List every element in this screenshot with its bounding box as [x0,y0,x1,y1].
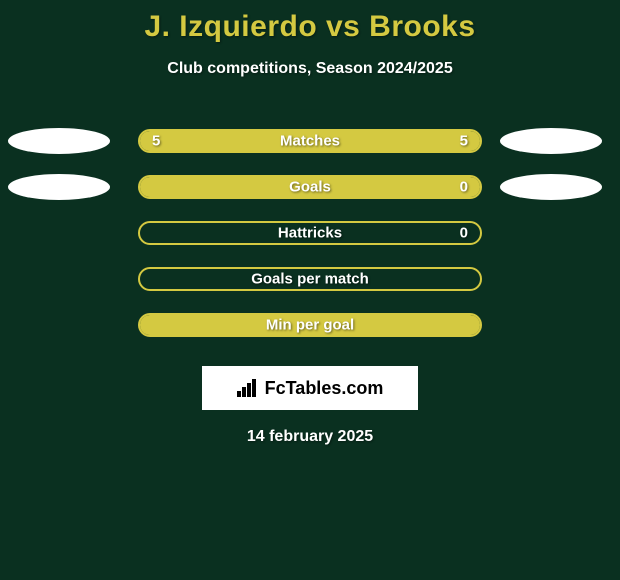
bar-fill-left [140,177,480,197]
stat-rows-container: 55Matches0Goals0HattricksGoals per match… [0,118,620,348]
stat-value-right: 0 [460,225,468,242]
bar-fill-left [140,131,480,151]
stat-value-right: 0 [460,179,468,196]
page-title: J. Izquierdo vs Brooks [0,0,620,44]
stat-row: Goals per match [0,256,620,302]
player-marker-left [8,128,110,154]
stat-row: 55Matches [0,118,620,164]
stat-label: Hattricks [140,225,480,242]
logo-text: FcTables.com [265,378,384,399]
stat-bar: 55Matches [138,129,482,153]
stat-row: 0Hattricks [0,210,620,256]
date-label: 14 february 2025 [0,428,620,446]
stat-value-right: 5 [460,133,468,150]
player-marker-right [500,128,602,154]
stat-bar: 0Goals [138,175,482,199]
stat-row: 0Goals [0,164,620,210]
stat-bar: Min per goal [138,313,482,337]
page-subtitle: Club competitions, Season 2024/2025 [0,60,620,78]
stat-bar: Goals per match [138,267,482,291]
stat-bar: 0Hattricks [138,221,482,245]
bar-chart-icon [237,379,259,397]
stat-value-left: 5 [152,133,160,150]
stat-label: Goals per match [140,271,480,288]
logo-box: FcTables.com [202,366,418,410]
stat-row: Min per goal [0,302,620,348]
bar-fill-left [140,315,480,335]
player-marker-right [500,174,602,200]
player-marker-left [8,174,110,200]
